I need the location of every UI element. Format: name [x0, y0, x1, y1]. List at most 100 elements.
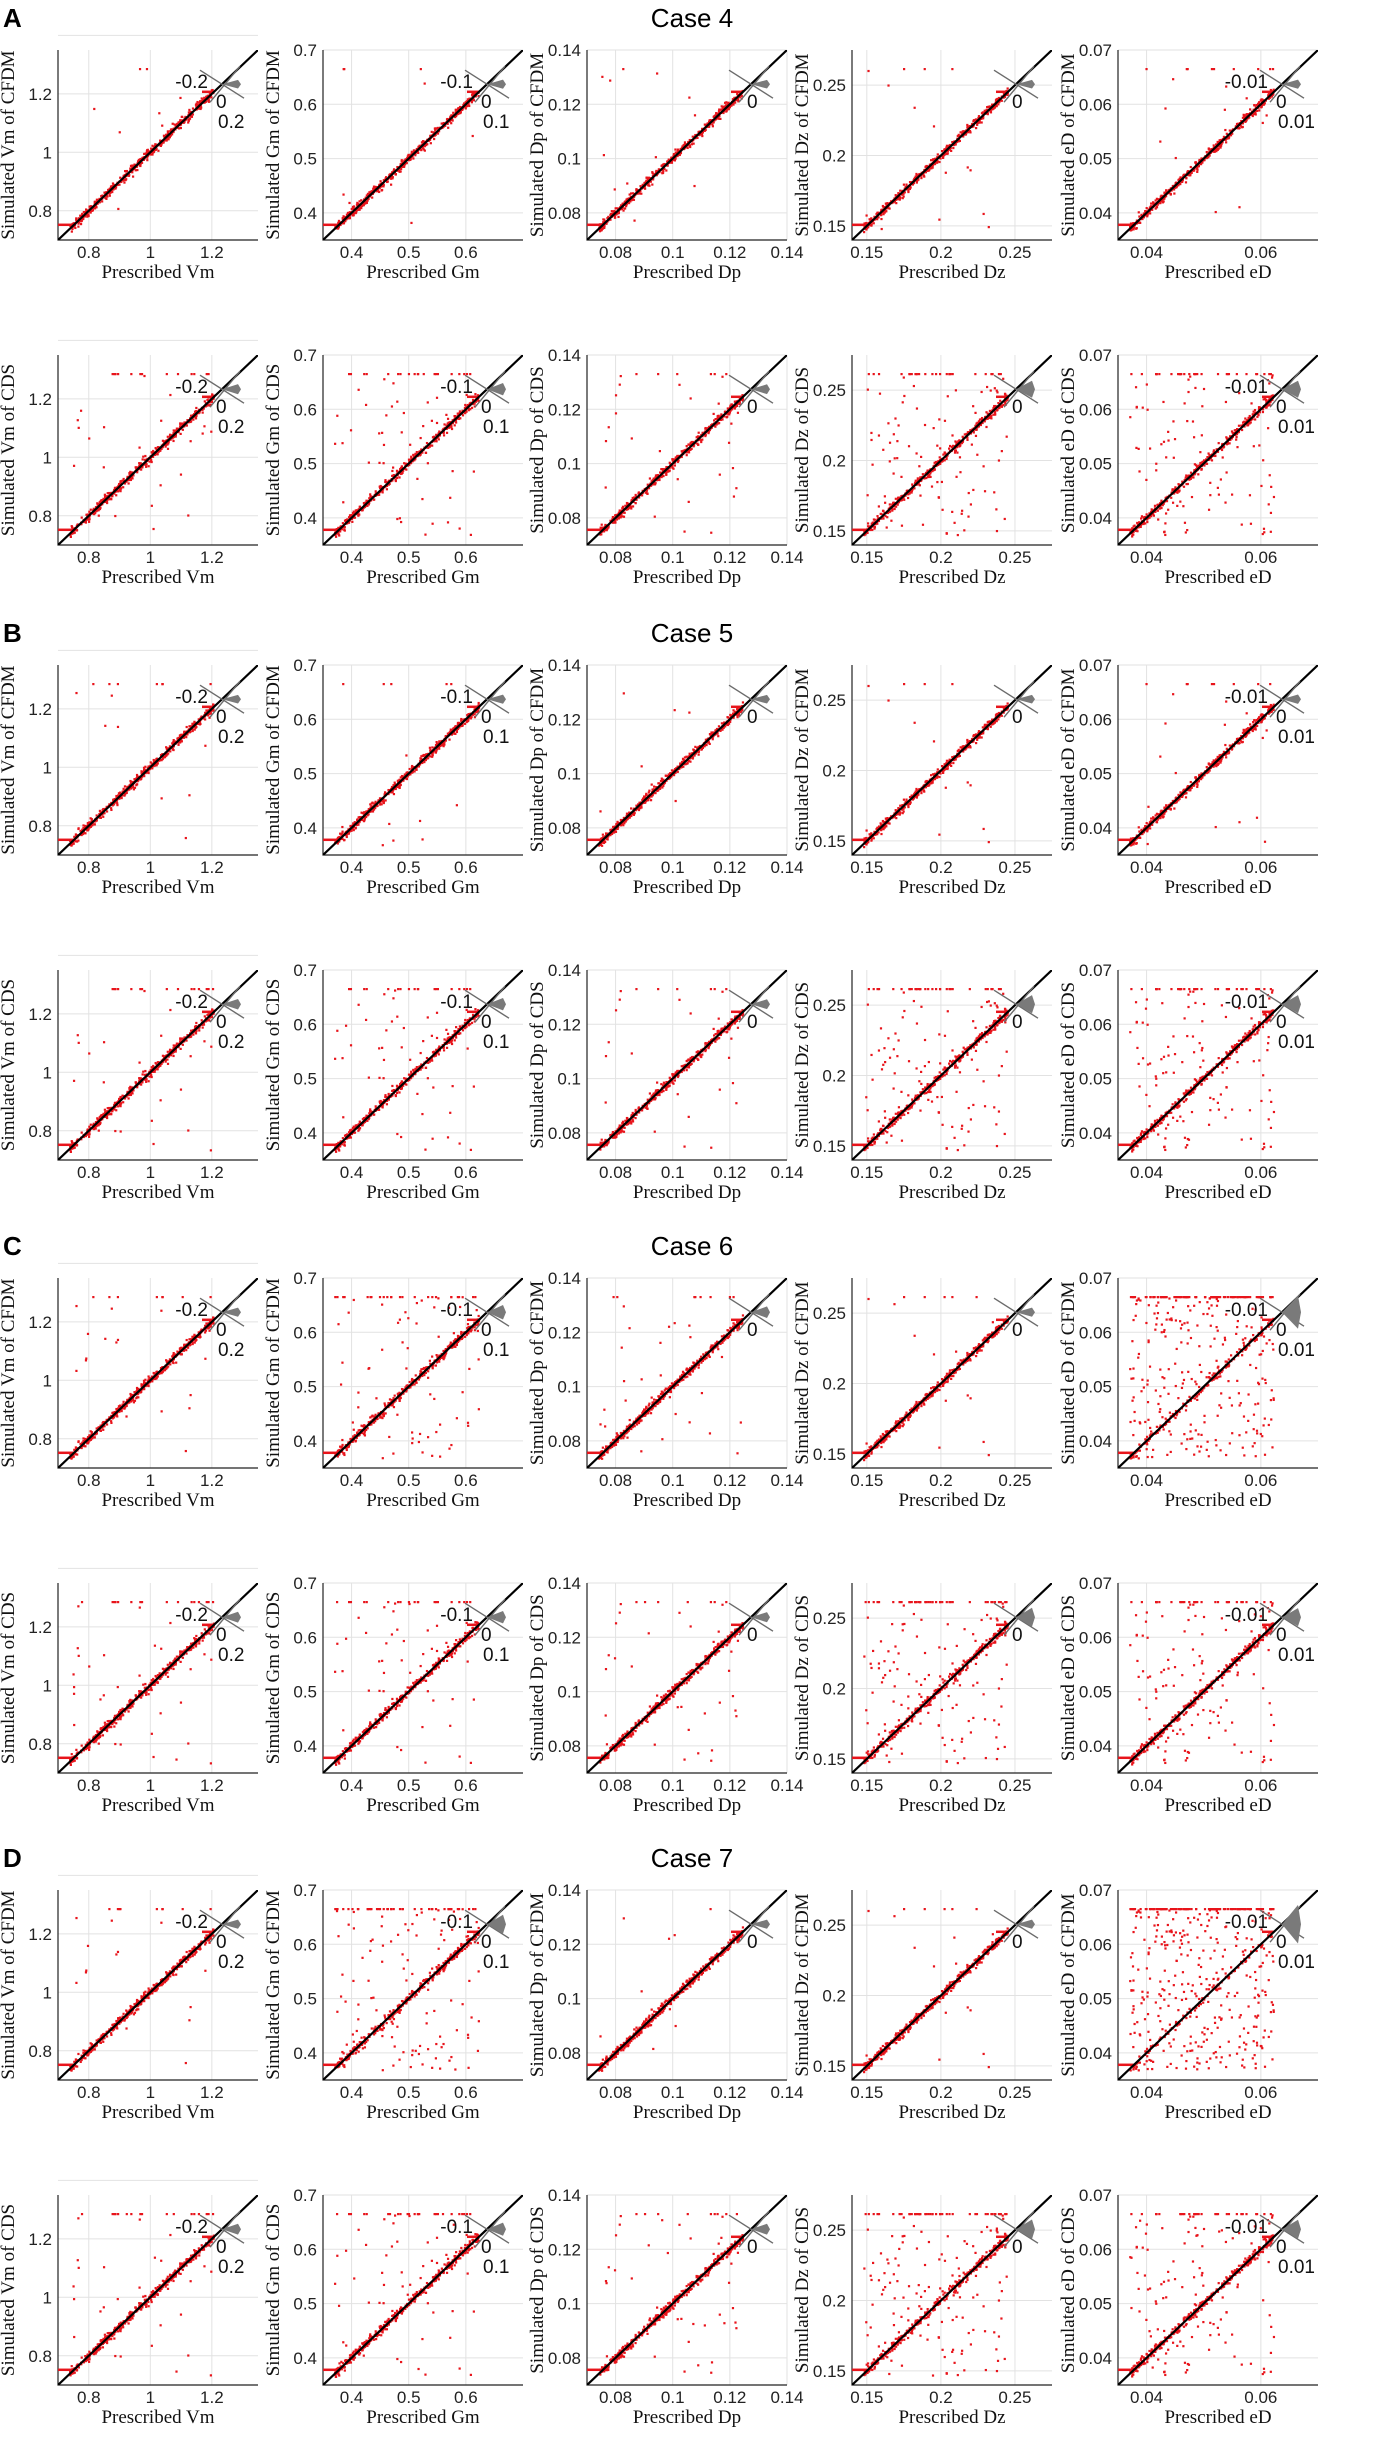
data-point [188, 108, 191, 112]
data-point [938, 218, 941, 221]
data-point [621, 202, 624, 205]
data-point [1150, 202, 1153, 205]
data-point [471, 134, 474, 138]
data-point [728, 106, 732, 109]
data-point [602, 221, 605, 224]
data-point [1003, 392, 1007, 395]
data-point [77, 222, 80, 225]
data-point [408, 460, 411, 463]
data-point [379, 485, 382, 488]
data-point [210, 400, 213, 403]
data-point [403, 462, 406, 465]
data-point [730, 408, 734, 411]
data-point [1146, 215, 1149, 218]
data-point [1185, 68, 1188, 71]
data-point [104, 496, 107, 500]
data-point [1224, 128, 1227, 132]
y-tick-label: 0.06 [1079, 95, 1112, 114]
data-point [153, 148, 156, 152]
data-point [1257, 102, 1260, 105]
data-point [641, 494, 644, 497]
data-point [396, 400, 399, 403]
x-tick-label: 0.5 [397, 548, 421, 567]
data-point [108, 194, 111, 197]
data-point [96, 503, 99, 506]
plot-area [323, 355, 523, 545]
data-point [140, 465, 143, 469]
data-point [600, 533, 603, 536]
data-point [152, 527, 155, 531]
data-point [374, 490, 377, 493]
data-point [1004, 399, 1007, 402]
data-point [891, 508, 894, 511]
data-point [997, 101, 1001, 104]
data-point [976, 123, 979, 126]
data-point [992, 413, 995, 416]
data-point [471, 98, 474, 101]
data-point [908, 373, 911, 376]
data-point [676, 455, 679, 459]
data-point [708, 425, 711, 429]
y-tick-label: 0.14 [548, 41, 581, 60]
data-point [936, 480, 939, 484]
data-point [687, 451, 691, 454]
data-point [128, 473, 131, 476]
data-point [912, 384, 915, 388]
data-point [423, 144, 426, 148]
data-point [736, 411, 740, 414]
data-point [212, 397, 215, 400]
data-point [980, 117, 983, 120]
data-point [76, 419, 79, 422]
data-point [1225, 85, 1228, 88]
data-point [1196, 168, 1199, 171]
data-point [718, 108, 722, 111]
data-point [183, 421, 186, 424]
data-point [884, 515, 887, 518]
data-point [1000, 404, 1003, 407]
data-point [413, 459, 416, 462]
data-point [388, 173, 391, 176]
data-point [939, 373, 942, 376]
data-point [69, 224, 72, 227]
data-point [917, 177, 920, 181]
data-point [1141, 217, 1144, 221]
data-point [634, 493, 637, 497]
data-point [399, 162, 402, 166]
x-tick-label: 0.1 [661, 243, 685, 262]
data-point [934, 157, 937, 160]
data-point [908, 492, 911, 495]
data-point [417, 373, 420, 376]
data-point [969, 429, 972, 432]
data-point [159, 144, 162, 148]
data-point [980, 416, 984, 420]
data-point [602, 530, 606, 533]
data-point [867, 373, 870, 376]
data-point [400, 159, 403, 162]
data-point [625, 203, 628, 206]
data-point [355, 210, 358, 213]
data-point [607, 525, 610, 528]
data-point [1270, 95, 1273, 98]
data-point [148, 460, 151, 463]
data-point [1190, 495, 1194, 499]
data-point [167, 442, 170, 445]
data-point [902, 192, 905, 195]
data-point [461, 409, 464, 412]
data-point [1240, 523, 1243, 526]
data-point [708, 119, 711, 122]
error-label: 0 [481, 92, 492, 113]
y-axis-label: Simulated eD of CFDM [1058, 53, 1079, 236]
data-point [671, 459, 674, 462]
data-point [348, 514, 352, 517]
data-point [1255, 103, 1258, 107]
data-point [150, 504, 153, 507]
data-point [185, 424, 189, 427]
data-point [886, 202, 889, 205]
data-point [391, 177, 394, 180]
data-point [945, 457, 948, 461]
data-point [951, 373, 954, 376]
data-point [995, 105, 998, 108]
data-point [123, 482, 127, 485]
data-point [77, 225, 80, 228]
data-point [997, 402, 1000, 405]
